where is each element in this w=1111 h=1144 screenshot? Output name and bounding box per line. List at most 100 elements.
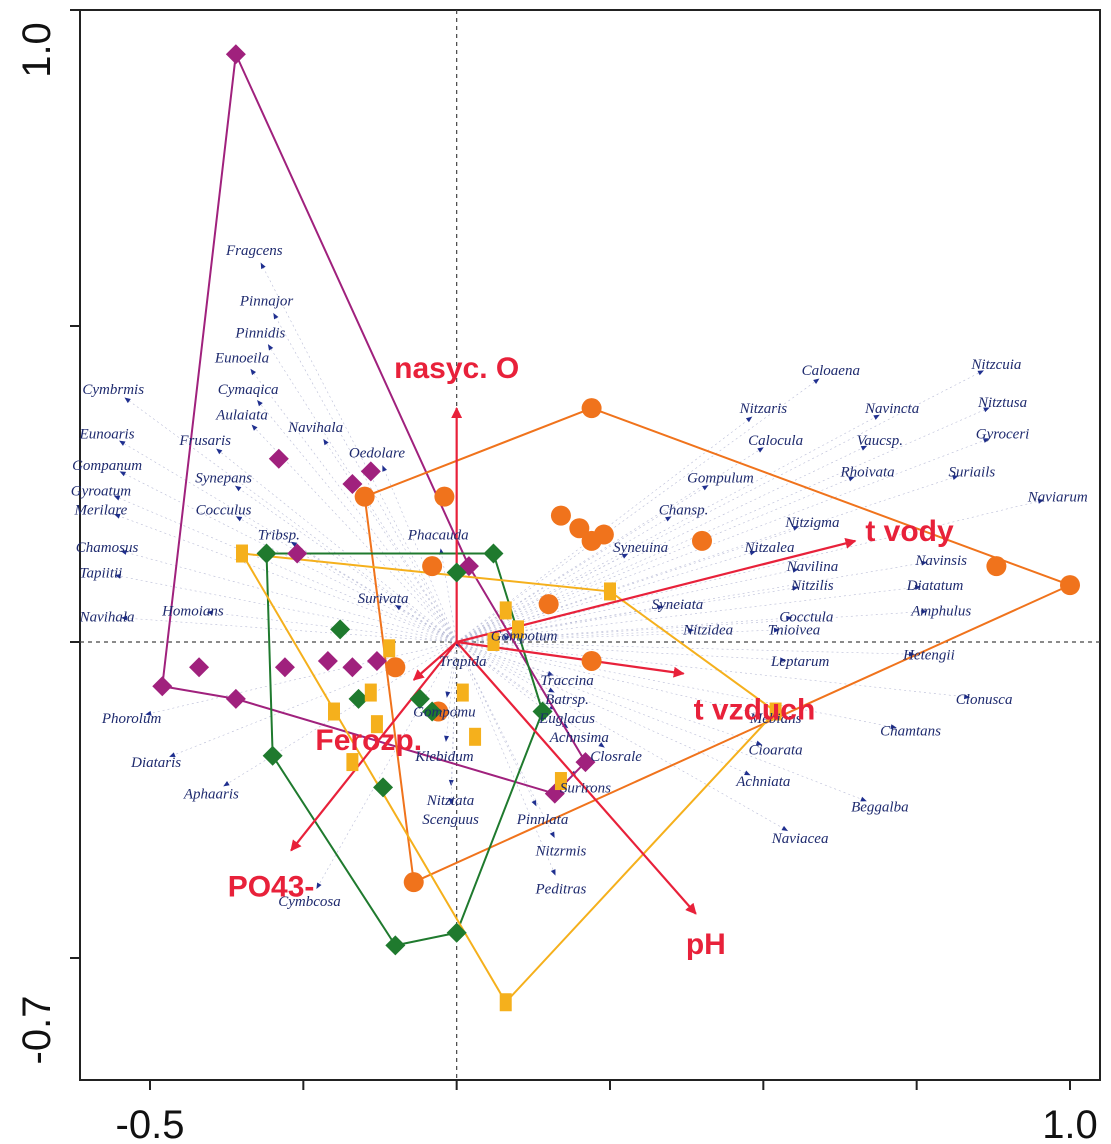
species-arrowhead (621, 553, 629, 559)
species-ray (456, 641, 789, 832)
species-arrowhead (848, 476, 855, 482)
species-arrowhead (745, 416, 753, 423)
sample-point-diamond (360, 461, 381, 482)
sample-point-square (346, 753, 359, 772)
species-label: Clonusca (956, 692, 1013, 708)
species-label: Chamtans (880, 723, 941, 739)
sample-point-diamond (422, 701, 443, 722)
species-arrowhead (813, 378, 820, 385)
species-ray (456, 414, 880, 643)
species-arrowhead (251, 424, 258, 431)
species-label: Klebidum (414, 749, 473, 765)
species-ray (169, 641, 457, 758)
species-arrowhead (657, 605, 664, 610)
sample-point-diamond (373, 777, 394, 798)
y-tick-label-max: 1.0 (15, 22, 59, 78)
sample-point-diamond (317, 650, 338, 671)
sample-point-diamond (342, 657, 363, 678)
species-label: Tapiitii (80, 565, 123, 581)
species-arrowhead (773, 627, 781, 633)
species-arrowhead (755, 710, 762, 716)
species-ray (121, 617, 457, 643)
species-label: Beggalba (851, 799, 909, 815)
sample-point-diamond (348, 688, 369, 709)
sample-point-square (364, 683, 377, 702)
species-label: Surirons (560, 780, 611, 796)
species-label: Cymbrmis (82, 382, 144, 398)
species-arrowhead (145, 710, 152, 716)
species-label: Gompotum (491, 629, 558, 645)
species-label: Tnioivea (768, 622, 821, 638)
x-tick-label-min: -0.5 (116, 1103, 185, 1144)
sample-point-circle (434, 486, 455, 507)
species-arrowhead (598, 742, 605, 748)
species-ray (250, 368, 457, 643)
species-ray (456, 499, 1045, 643)
species-label: Gyroceri (976, 426, 1030, 442)
sample-point-circle (538, 594, 559, 615)
species-ray (456, 636, 511, 643)
sample-point-circle (581, 650, 602, 671)
species-arrowhead (316, 882, 322, 889)
species-arrowhead (260, 262, 266, 270)
species-arrowhead (395, 604, 402, 611)
species-ray (456, 641, 763, 746)
species-label: Merilare (74, 502, 128, 518)
species-label: Chamosus (76, 540, 139, 556)
species-label: Aulaiata (215, 407, 268, 423)
env-label: t vzduch (694, 694, 816, 727)
species-arrowhead (121, 615, 128, 621)
species-arrowhead (503, 635, 511, 641)
y-tick-label-min: -0.7 (15, 996, 59, 1065)
species-label: Achnsima (549, 730, 609, 746)
sample-point-square (487, 633, 500, 651)
sample-point-diamond (287, 543, 308, 564)
sample-point-diamond (256, 543, 277, 564)
species-ray (260, 262, 457, 643)
sample-point-circle (354, 486, 375, 507)
species-label: Batrsp. (545, 692, 589, 708)
species-ray (206, 611, 457, 643)
species-label: Chansp. (659, 502, 709, 518)
species-label: Syneuina (613, 540, 668, 556)
env-arrow (412, 641, 458, 681)
species-arrowhead (382, 465, 387, 472)
species-label: Cocculus (196, 502, 252, 518)
species-ray (456, 641, 763, 715)
species-ray (456, 641, 537, 807)
species-label: Gompomu (413, 705, 476, 721)
species-arrowhead (860, 796, 867, 802)
species-arrowhead (448, 798, 454, 805)
species-ray (450, 641, 457, 805)
species-label: Diataris (130, 755, 181, 771)
species-ray (124, 397, 457, 643)
species-arrowhead (921, 609, 928, 615)
species-label: Cocctula (779, 610, 833, 626)
species-ray (456, 641, 971, 698)
env-label: nasyc. O (394, 352, 519, 385)
species-arrowhead (124, 397, 131, 404)
species-arrowhead (1037, 498, 1045, 504)
species-arrowhead (267, 344, 274, 351)
species-arrowhead (235, 516, 243, 522)
species-arrowhead (323, 438, 329, 446)
species-label: Leptarum (770, 654, 830, 670)
species-arrowhead (216, 448, 223, 455)
species-ray (290, 541, 457, 643)
sample-point-square (456, 683, 469, 702)
species-label: Phacauda (407, 528, 469, 544)
sample-point-diamond (575, 752, 596, 773)
species-arrowhead (665, 516, 672, 522)
species-label: Syneiata (652, 597, 704, 613)
species-label: Navinsis (914, 553, 967, 569)
species-arrowhead (120, 550, 128, 555)
sample-point-square (469, 727, 482, 746)
species-label: Tribsp. (258, 528, 300, 544)
species-arrowhead (757, 447, 764, 453)
species-arrowhead (531, 799, 537, 807)
sample-point-diamond (225, 688, 246, 709)
species-ray (235, 515, 457, 643)
sample-point-circle (403, 872, 424, 893)
species-ray (445, 641, 457, 742)
species-arrowhead (250, 368, 257, 376)
